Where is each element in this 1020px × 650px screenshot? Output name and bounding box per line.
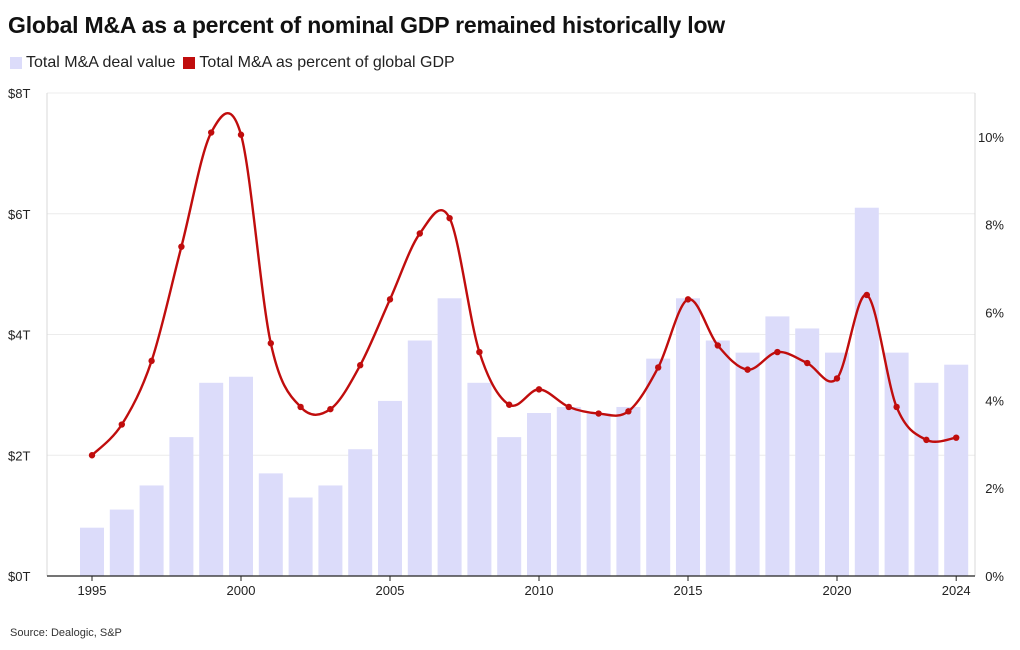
legend: Total M&A deal value Total M&A as percen… — [10, 54, 463, 72]
line-point — [416, 230, 423, 237]
y-right-tick-label: 0% — [985, 569, 1004, 584]
bar — [705, 340, 730, 576]
bar — [378, 400, 402, 576]
bar — [854, 207, 879, 576]
y-left-tick-label: $4T — [8, 328, 30, 343]
bar — [825, 352, 849, 576]
bar — [735, 352, 760, 576]
y-left-tick-label: $0T — [8, 569, 30, 584]
line-point — [178, 243, 185, 250]
x-tick-label: 2010 — [525, 583, 554, 598]
bar — [169, 437, 194, 576]
gdp-percent-line — [91, 112, 957, 457]
line-point — [804, 359, 811, 367]
bar — [527, 412, 551, 576]
line-point — [923, 436, 930, 444]
line-point — [446, 214, 453, 222]
line-point — [684, 296, 692, 303]
y-right-tick-label: 8% — [985, 218, 1004, 233]
line-point — [535, 386, 543, 393]
y-right-tick-label: 2% — [985, 481, 1004, 496]
bar — [288, 497, 313, 576]
line-point — [267, 340, 274, 347]
bar — [229, 376, 253, 576]
y-left-tick-label: $8T — [8, 86, 30, 101]
bar — [139, 485, 164, 576]
line-point — [357, 362, 364, 369]
line-point — [774, 348, 781, 356]
chart-title: Global M&A as a percent of nominal GDP r… — [8, 12, 725, 38]
bar — [884, 352, 909, 576]
line-point — [208, 129, 215, 136]
x-tick-label: 2015 — [674, 583, 703, 598]
line-point — [714, 342, 721, 349]
y-right-tick-label: 4% — [985, 393, 1004, 408]
bar — [646, 358, 671, 576]
line-point — [148, 357, 155, 365]
line-point — [655, 364, 662, 371]
line-point — [297, 403, 304, 411]
bar — [616, 406, 641, 576]
bar — [556, 406, 581, 576]
bar — [586, 412, 611, 576]
bar — [437, 298, 462, 576]
legend-swatch-bar — [10, 57, 22, 69]
legend-swatch-line — [183, 57, 196, 69]
x-tick-label: 2000 — [227, 583, 256, 598]
bar — [109, 509, 134, 576]
bar — [467, 382, 492, 576]
line-point — [625, 408, 632, 415]
line-point — [327, 405, 334, 413]
x-tick-label: 2005 — [376, 583, 405, 598]
bar — [497, 437, 522, 576]
legend-item-deal-value: Total M&A deal value — [10, 54, 175, 72]
y-left-tick-label: $2T — [8, 448, 30, 463]
bar — [258, 473, 283, 576]
line-point — [595, 410, 602, 417]
bar — [944, 364, 969, 576]
bar — [80, 527, 104, 576]
line-point — [833, 375, 841, 382]
legend-item-gdp-percent: Total M&A as percent of global GDP — [183, 54, 455, 72]
x-tick-label: 1995 — [78, 583, 107, 598]
legend-label-gdp-percent: Total M&A as percent of global GDP — [199, 54, 455, 71]
line-point — [88, 452, 96, 459]
bar — [407, 340, 432, 576]
line-point — [237, 131, 245, 138]
y-left-tick-label: $6T — [8, 207, 30, 222]
bar — [348, 449, 373, 576]
line-point — [506, 401, 513, 408]
y-right-tick-label: 10% — [978, 130, 1004, 145]
legend-label-deal-value: Total M&A deal value — [26, 54, 176, 71]
line-point — [744, 366, 751, 373]
source-note: Source: Dealogic, S&P — [10, 627, 122, 639]
line-point — [893, 403, 900, 411]
line-point — [386, 296, 394, 303]
line-point — [118, 421, 126, 428]
bar — [914, 382, 939, 576]
bar — [318, 485, 343, 576]
x-tick-label: 2020 — [823, 583, 852, 598]
line-point — [565, 403, 572, 411]
bar — [199, 382, 224, 576]
bar — [676, 298, 700, 576]
y-right-tick-label: 6% — [985, 306, 1004, 321]
line-point — [953, 434, 960, 441]
line-point — [863, 291, 870, 299]
bar — [765, 316, 790, 576]
line-point — [476, 348, 483, 356]
x-tick-label: 2024 — [942, 583, 971, 598]
